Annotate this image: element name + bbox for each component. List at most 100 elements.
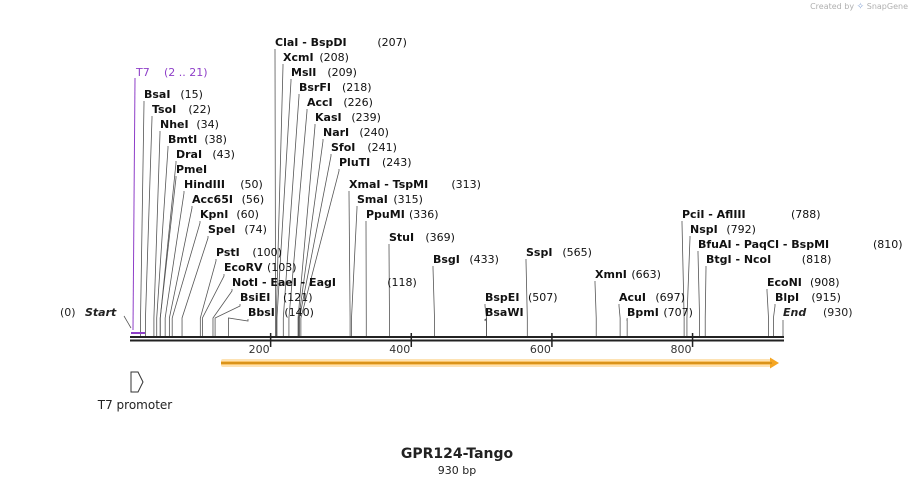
site-btgi-ncoi-connector: [704, 266, 707, 336]
site-pluti-connector: [300, 169, 340, 336]
site-blpi[interactable]: BlpI (915): [775, 291, 841, 304]
site-pluti[interactable]: PluTI (243): [339, 156, 412, 169]
site-clai-bspdi-name: ClaI - BspDI: [275, 36, 347, 49]
site-pmei[interactable]: PmeI: [176, 163, 207, 176]
site-bsiei-name: BsiEI: [240, 291, 270, 304]
site-xmni[interactable]: XmnI (663): [595, 268, 661, 281]
site-nhei-connector: [153, 131, 161, 336]
site-tsoi-name: TsoI: [152, 103, 176, 116]
site-tsoi[interactable]: TsoI (22): [152, 103, 211, 116]
site-stui[interactable]: StuI (369): [389, 231, 455, 244]
site-bpmi-name: BpmI: [627, 306, 659, 319]
site-spei-name: SpeI: [208, 223, 235, 236]
site-blpi-connector: [773, 304, 776, 336]
site-pluti-position: (243): [382, 156, 412, 169]
site-noti-eaei-eagi[interactable]: NotI - EaeI - EagI (118): [232, 276, 417, 289]
site-ecorv[interactable]: EcoRV (103): [224, 261, 297, 274]
site-xcmi[interactable]: XcmI (208): [283, 51, 349, 64]
site-psti-connector: [199, 259, 217, 336]
site-nari-name: NarI: [323, 126, 349, 139]
site-acc65i-name: Acc65I: [192, 193, 233, 206]
site-hindiii-connector: [164, 191, 185, 336]
site-kpni-position: (60): [236, 208, 259, 221]
site-ppumi[interactable]: PpuMI (336): [366, 208, 439, 221]
site-sspi-connector: [525, 259, 528, 336]
site-sfoi[interactable]: SfoI (241): [331, 141, 397, 154]
site-nari[interactable]: NarI (240): [323, 126, 389, 139]
app-name: SnapGene: [866, 2, 908, 11]
site-bmti-position: (38): [204, 133, 227, 146]
site-bbsi-position: (140): [284, 306, 314, 319]
site-bsai-connector: [140, 101, 145, 336]
site-bsgi[interactable]: BsgI (433): [433, 253, 499, 266]
site-acui[interactable]: AcuI (697): [619, 291, 685, 304]
site-msli[interactable]: MslI (209): [291, 66, 357, 79]
t7-primer[interactable]: T7 (2 .. 21): [131, 66, 208, 334]
tick-label-200: 200: [249, 343, 270, 356]
site-bspei[interactable]: BspEI (507): [485, 291, 558, 304]
site-sspi[interactable]: SspI (565): [526, 246, 592, 259]
site-acc65i[interactable]: Acc65I (56): [192, 193, 264, 206]
site-econi[interactable]: EcoNI (908): [767, 276, 840, 289]
site-stui-position: (369): [425, 231, 455, 244]
site-bsawi-connector: [484, 317, 487, 336]
site-bsrfi[interactable]: BsrFI (218): [299, 81, 372, 94]
orf-arrow[interactable]: [221, 357, 779, 369]
site-xmai-tspmi[interactable]: XmaI - TspMI (313): [349, 178, 481, 191]
site-bsawi[interactable]: BsaWI: [485, 306, 524, 319]
site-acci[interactable]: AccI (226): [307, 96, 373, 109]
site-bsai[interactable]: BsaI (15): [144, 88, 203, 101]
site-xmai-tspmi-position: (313): [451, 178, 481, 191]
site-acui-name: AcuI: [619, 291, 646, 304]
site-kpni-connector: [171, 221, 201, 336]
site-bsiei[interactable]: BsiEI (121): [240, 291, 313, 304]
site-psti-name: PstI: [216, 246, 240, 259]
site-nspi-connector: [686, 236, 691, 336]
site-bsai-position: (15): [180, 88, 203, 101]
site-pcii-afliii-position: (788): [791, 208, 821, 221]
site-hindiii[interactable]: HindIII (50): [184, 178, 263, 191]
site-smai-position: (315): [393, 193, 423, 206]
site-nari-connector: [298, 139, 324, 336]
site-spei[interactable]: SpeI (74): [208, 223, 267, 236]
tick-label-400: 400: [389, 343, 410, 356]
site-acc65i-position: (56): [242, 193, 265, 206]
site-bspei-position: (507): [528, 291, 558, 304]
site-connectors: [140, 49, 776, 336]
site-pcii-afliii-name: PciI - AflIII: [682, 208, 746, 221]
site-bbsi-connector: [228, 317, 249, 336]
site-ecorv-name: EcoRV: [224, 261, 263, 274]
site-bpmi[interactable]: BpmI (707): [627, 306, 693, 319]
tick-label-800: 800: [671, 343, 692, 356]
site-noti-eaei-eagi-name: NotI - EaeI - EagI: [232, 276, 336, 289]
site-bmti[interactable]: BmtI (38): [168, 133, 227, 146]
start-connector: [123, 315, 132, 329]
site-kpni[interactable]: KpnI (60): [200, 208, 259, 221]
t7-primer-name: T7: [135, 66, 150, 79]
site-btgi-ncoi[interactable]: BtgI - NcoI (818): [706, 253, 831, 266]
site-bpmi-position: (707): [663, 306, 693, 319]
site-drai[interactable]: DraI (43): [176, 148, 235, 161]
site-bbsi[interactable]: BbsI (140): [248, 306, 314, 319]
site-nhei[interactable]: NheI (34): [160, 118, 219, 131]
site-nari-position: (240): [359, 126, 389, 139]
site-psti[interactable]: PstI (100): [216, 246, 282, 259]
site-pcii-afliii[interactable]: PciI - AflIII (788): [682, 208, 821, 221]
site-bfuai-paqci-bspmi[interactable]: BfuAI - PaqCI - BspMI (810): [698, 238, 903, 251]
site-kasi[interactable]: KasI (239): [315, 111, 381, 124]
site-kasi-name: KasI: [315, 111, 342, 124]
t7-promoter-feature[interactable]: T7 promoter: [97, 371, 173, 412]
site-clai-bspdi[interactable]: ClaI - BspDI (207): [275, 36, 407, 49]
site-clai-bspdi-position: (207): [377, 36, 407, 49]
site-acci-position: (226): [343, 96, 373, 109]
site-xmni-connector: [594, 281, 597, 336]
site-drai-name: DraI: [176, 148, 202, 161]
site-ppumi-name: PpuMI: [366, 208, 405, 221]
site-clai-bspdi-connector: [274, 49, 276, 336]
site-bsrfi-connector: [282, 94, 300, 336]
site-btgi-ncoi-position: (818): [802, 253, 832, 266]
site-nspi[interactable]: NspI (792): [690, 223, 756, 236]
site-smai[interactable]: SmaI (315): [357, 193, 423, 206]
site-bbsi-name: BbsI: [248, 306, 275, 319]
